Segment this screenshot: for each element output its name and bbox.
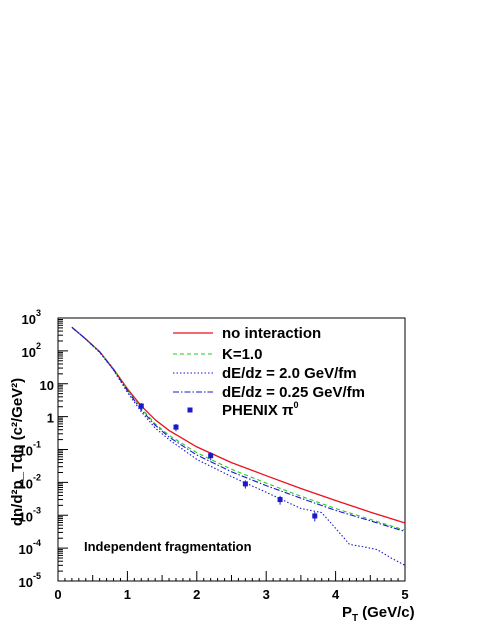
legend-label: dE/dz = 2.0 GeV/fm bbox=[222, 365, 357, 382]
y-axis: 10-5 10-4 10-3 10-2 10-1 1 10 102 103 bbox=[19, 308, 68, 590]
x-tick-label: 1 bbox=[124, 587, 131, 602]
data-point bbox=[208, 453, 214, 459]
x-axis: 0 1 2 3 4 5 bbox=[54, 571, 409, 602]
y-tick-label: 1 bbox=[47, 411, 54, 426]
x-tick-label: 0 bbox=[54, 587, 61, 602]
y-tick-label: 10-3 bbox=[19, 505, 41, 524]
legend-label: K=1.0 bbox=[222, 346, 262, 363]
series-line-2 bbox=[71, 326, 406, 566]
y-tick-label: 103 bbox=[22, 308, 41, 327]
y-axis-title-text: dn/d²p_Tdη (c²/GeV²) bbox=[9, 378, 26, 526]
x-tick-label: 4 bbox=[332, 587, 340, 602]
y-tick-label: 10 bbox=[40, 378, 54, 393]
series-line-1 bbox=[71, 326, 406, 531]
x-tick-label: 2 bbox=[193, 587, 200, 602]
series-layer bbox=[71, 326, 406, 566]
x-tick-label: 5 bbox=[401, 587, 408, 602]
legend-marker bbox=[187, 407, 193, 413]
legend: no interaction K=1.0 dE/dz = 2.0 GeV/fm dE/… bbox=[173, 325, 365, 419]
x-axis-title-main: P bbox=[342, 604, 352, 621]
legend-label: PHENIX π0 bbox=[222, 400, 299, 419]
data-point bbox=[312, 513, 318, 519]
y-tick-label: 10-5 bbox=[19, 571, 41, 590]
y-tick-label: 102 bbox=[22, 341, 41, 360]
data-point bbox=[173, 424, 179, 430]
x-axis-title-sub: T bbox=[352, 613, 358, 624]
data-point bbox=[242, 481, 248, 487]
y-tick-label: 10-4 bbox=[19, 538, 41, 557]
x-axis-title-unit: (GeV/c) bbox=[362, 604, 415, 621]
y-tick-label: 10-2 bbox=[19, 472, 41, 491]
y-axis-title: dn/d²p_Tdη (c²/GeV²) bbox=[9, 378, 26, 526]
series-line-3 bbox=[71, 326, 406, 533]
y-tick-label: 10-1 bbox=[19, 440, 41, 459]
x-axis-title: PT (GeV/c) bbox=[342, 604, 415, 624]
data-point bbox=[138, 403, 144, 409]
x-tick-label: 3 bbox=[263, 587, 270, 602]
legend-label: no interaction bbox=[222, 325, 321, 342]
legend-label: dE/dz = 0.25 GeV/fm bbox=[222, 384, 365, 401]
annotation-text: Independent fragmentation bbox=[84, 539, 252, 554]
data-point bbox=[277, 497, 283, 503]
